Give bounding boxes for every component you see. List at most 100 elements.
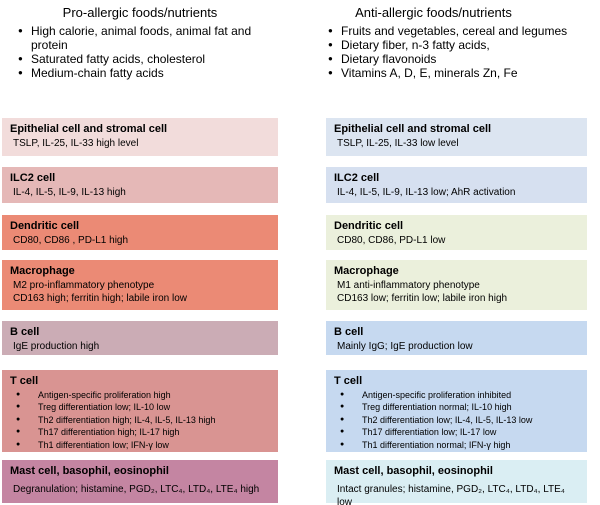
bullet-icon: ● — [340, 403, 345, 411]
anti-allergic-header: Anti-allergic foods/nutrients ● Fruits a… — [326, 0, 587, 118]
box-title: Macrophage — [334, 265, 399, 277]
box-title: Mast cell, basophil, eosinophil — [334, 465, 493, 477]
header-bullet-text: High calorie, animal foods, animal fat a… — [31, 24, 252, 52]
box-title: Epithelial cell and stromal cell — [334, 123, 492, 135]
tcell-bullet-text: Th17 differentiation low; IL-17 low — [362, 427, 497, 438]
box-ilc2-pro: ILC2 cell IL-4, IL-5, IL-9, IL-13 high — [2, 167, 278, 203]
box-title: B cell — [10, 326, 40, 338]
box-line: Mainly IgG; IgE production low — [337, 341, 473, 352]
box-line: Intact granules; histamine, PGD₂, LTC₄, … — [337, 484, 565, 505]
anti-allergic-boxes: Epithelial cell and stromal cell TSLP, I… — [326, 118, 587, 505]
bullet-icon: ● — [16, 403, 21, 411]
column-pro-allergic: Pro-allergic foods/nutrients ● High calo… — [2, 0, 278, 503]
box-line: IL-4, IL-5, IL-9, IL-13 low; AhR activat… — [337, 187, 516, 198]
bullet-icon: ● — [328, 26, 333, 35]
bullet-icon: ● — [18, 26, 23, 35]
tcell-bullet-text: Treg differentiation normal; IL-10 high — [362, 402, 512, 413]
tcell-bullet-item: ● Antigen-specific proliferation inhibit… — [334, 389, 579, 401]
header-bullet-text: Vitamins A, D, E, minerals Zn, Fe — [341, 66, 518, 80]
box-mast-pro: Mast cell, basophil, eosinophil Degranul… — [2, 460, 278, 503]
tcell-bullet-text: Treg differentiation low; IL-10 low — [38, 402, 171, 413]
box-line: IgE production high — [13, 341, 100, 352]
anti-allergic-title: Anti-allergic foods/nutrients — [355, 5, 512, 20]
box-title: Dendritic cell — [334, 220, 404, 232]
bullet-icon: ● — [16, 428, 21, 436]
tcell-bullet-item: ● Th17 differentiation high; IL-17 high — [10, 426, 270, 438]
box-line: M2 pro-inflammatory phenotype — [13, 280, 155, 291]
header-bullet-item: ● High calorie, animal foods, animal fat… — [18, 24, 278, 52]
box-title: T cell — [10, 375, 39, 387]
header-bullet-item: ● Dietary fiber, n-3 fatty acids, — [328, 38, 587, 52]
box-title: T cell — [334, 375, 363, 387]
box-tcell-anti: T cell ● Antigen-specific proliferation … — [326, 370, 587, 452]
tcell-bullet-text: Antigen-specific proliferation inhibited — [362, 390, 512, 400]
box-bcell-pro: B cell IgE production high — [2, 321, 278, 355]
box-epithelial-anti: Epithelial cell and stromal cell TSLP, I… — [326, 118, 587, 156]
box-macrophage-pro: Macrophage M2 pro-inflammatory phenotype… — [2, 260, 278, 310]
bullet-icon: ● — [16, 440, 21, 448]
header-bullet-text: Fruits and vegetables, cereal and legume… — [341, 24, 568, 38]
header-bullet-item: ● Medium-chain fatty acids — [18, 66, 278, 80]
box-title: Epithelial cell and stromal cell — [10, 123, 168, 135]
tcell-bullet-item: ● Treg differentiation low; IL-10 low — [10, 401, 270, 413]
box-line: M1 anti-inflammatory phenotype — [337, 280, 480, 291]
bullet-icon: ● — [340, 428, 345, 436]
box-title: Dendritic cell — [10, 220, 80, 232]
pro-allergic-header: Pro-allergic foods/nutrients ● High calo… — [2, 0, 278, 118]
box-title: Mast cell, basophil, eosinophil — [10, 465, 169, 477]
tcell-bullet-text: Th1 differentiation low; IFN-γ low — [38, 439, 169, 450]
tcell-bullet-text: Th1 differentiation normal; IFN-γ high — [362, 439, 511, 450]
anti-allergic-bullet-list: ● Fruits and vegetables, cereal and legu… — [326, 24, 587, 80]
tcell-bullet-item: ● Th1 differentiation normal; IFN-γ high — [334, 439, 579, 451]
tcell-bullet-text: Th17 differentiation high; IL-17 high — [38, 427, 180, 438]
box-tcell-pro: T cell ● Antigen-specific proliferation … — [2, 370, 278, 452]
box-line: CD80, CD86, PD-L1 low — [337, 235, 446, 246]
box-line: TSLP, IL-25, IL-33 low level — [337, 138, 459, 149]
bullet-icon: ● — [340, 440, 345, 448]
header-bullet-text: Dietary flavonoids — [341, 52, 437, 66]
pro-allergic-title: Pro-allergic foods/nutrients — [62, 5, 218, 20]
box-title: Macrophage — [10, 265, 75, 277]
header-bullet-item: ● Dietary flavonoids — [328, 52, 587, 66]
box-line: CD163 high; ferritin high; labile iron l… — [13, 293, 187, 304]
box-line: IL-4, IL-5, IL-9, IL-13 high — [13, 187, 126, 198]
box-title: B cell — [334, 326, 364, 338]
box-epithelial-pro: Epithelial cell and stromal cell TSLP, I… — [2, 118, 278, 156]
box-line: TSLP, IL-25, IL-33 high level — [13, 138, 139, 149]
box-dendritic-pro: Dendritic cell CD80, CD86 , PD-L1 high — [2, 215, 278, 250]
tcell-bullet-item: ● Th17 differentiation low; IL-17 low — [334, 426, 579, 438]
bullet-icon: ● — [328, 54, 333, 63]
bullet-icon: ● — [16, 391, 21, 398]
header-bullet-text: Medium-chain fatty acids — [31, 66, 164, 80]
tcell-bullet-item: ● Antigen-specific proliferation high — [10, 389, 270, 401]
tcell-bullet-item: ● Treg differentiation normal; IL-10 hig… — [334, 401, 579, 413]
box-line: Degranulation; histamine, PGD₂, LTC₄, LT… — [13, 484, 260, 495]
box-bcell-anti: B cell Mainly IgG; IgE production low — [326, 321, 587, 355]
pro-allergic-bullet-list: ● High calorie, animal foods, animal fat… — [2, 24, 278, 80]
box-line: CD163 low; ferritin low; labile iron hig… — [337, 293, 508, 304]
box-macrophage-anti: Macrophage M1 anti-inflammatory phenotyp… — [326, 260, 587, 310]
header-bullet-text: Dietary fiber, n-3 fatty acids, — [341, 38, 490, 52]
header-bullet-item: ● Saturated fatty acids, cholesterol — [18, 52, 278, 66]
box-line: CD80, CD86 , PD-L1 high — [13, 235, 129, 246]
bullet-icon: ● — [18, 54, 23, 63]
tcell-bullet-item: ● Th1 differentiation low; IFN-γ low — [10, 439, 270, 451]
bullet-icon: ● — [18, 68, 23, 77]
box-mast-anti: Mast cell, basophil, eosinophil Intact g… — [326, 460, 587, 505]
bullet-icon: ● — [328, 40, 333, 49]
column-anti-allergic: Anti-allergic foods/nutrients ● Fruits a… — [326, 0, 587, 505]
tcell-bullet-item: ● Th2 differentiation low; IL-4, IL-5, I… — [334, 414, 579, 426]
box-title: ILC2 cell — [10, 172, 56, 184]
bullet-icon: ● — [16, 415, 21, 423]
bullet-icon: ● — [340, 415, 345, 423]
box-ilc2-anti: ILC2 cell IL-4, IL-5, IL-9, IL-13 low; A… — [326, 167, 587, 203]
tcell-bullet-item: ● Th2 differentiation high; IL-4, IL-5, … — [10, 414, 270, 426]
header-bullet-item: ● Fruits and vegetables, cereal and legu… — [328, 24, 587, 38]
pro-allergic-boxes: Epithelial cell and stromal cell TSLP, I… — [2, 118, 278, 503]
header-bullet-text: Saturated fatty acids, cholesterol — [31, 52, 206, 66]
box-title: ILC2 cell — [334, 172, 380, 184]
tcell-bullet-text: Antigen-specific proliferation high — [38, 390, 171, 400]
header-bullet-item: ● Vitamins A, D, E, minerals Zn, Fe — [328, 66, 587, 80]
bullet-icon: ● — [328, 68, 333, 77]
